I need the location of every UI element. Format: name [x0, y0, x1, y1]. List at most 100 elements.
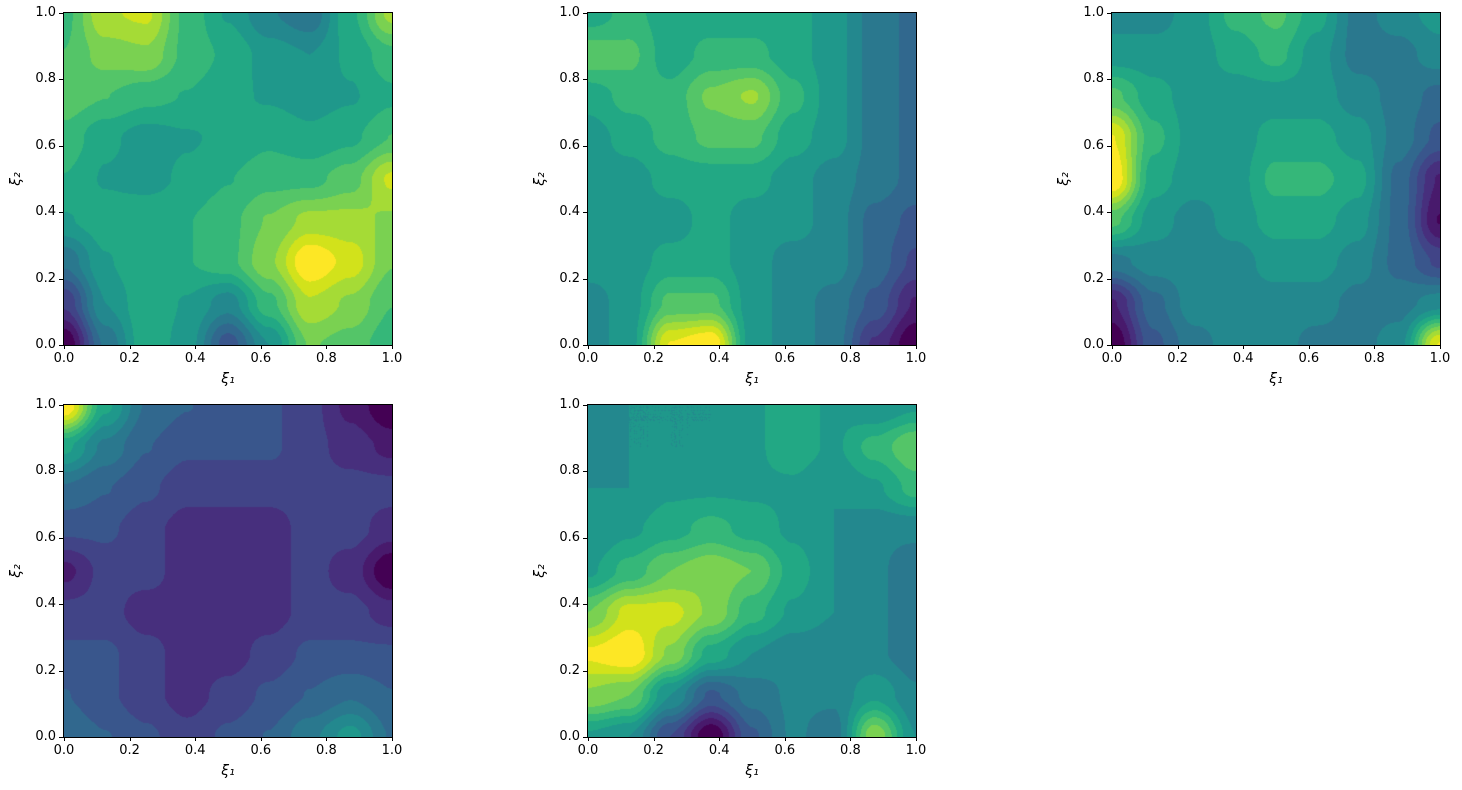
x-tick-label: 0.4 [184, 743, 206, 758]
x-tick-mark [719, 737, 721, 741]
y-axis-label: ξ₂ [1056, 172, 1072, 186]
y-tick-label: 0.8 [1083, 71, 1104, 87]
x-tick-mark [784, 737, 786, 741]
contour-plot-3 [1111, 12, 1441, 346]
x-tick-label: 0.2 [643, 351, 664, 366]
y-tick-label: 0.0 [559, 337, 580, 352]
y-tick-mark [59, 13, 63, 14]
x-tick-mark [1308, 345, 1310, 349]
y-tick-label: 0.0 [1083, 337, 1104, 352]
x-tick-label: 0.0 [1101, 351, 1123, 366]
y-tick-label: 0.6 [559, 529, 580, 545]
x-tick-mark [653, 737, 655, 741]
y-tick-mark [1107, 345, 1111, 346]
y-tick-mark [583, 405, 587, 406]
contour-plot-1 [63, 12, 393, 346]
y-tick-mark [59, 212, 63, 214]
x-tick-label: 0.6 [250, 351, 272, 366]
subplot-5: ξ₁ ξ₂ 0.0 0.2 0.4 0.6 0.8 1.0 0.0 0.2 0.4 0.6 0.8 1… [532, 398, 926, 779]
y-tick-label: 0.6 [35, 529, 56, 545]
x-tick-label: 0.6 [1298, 351, 1320, 366]
y-tick-mark [583, 345, 587, 346]
y-axis-label: ξ₂ [532, 172, 548, 186]
y-tick-mark [583, 537, 587, 539]
y-tick-label: 0.4 [559, 204, 580, 220]
y-tick-mark [59, 670, 63, 672]
x-tick-mark [916, 737, 917, 741]
y-tick-label: 1.0 [559, 5, 580, 20]
x-tick-label: 0.2 [119, 743, 140, 758]
y-tick-label: 0.2 [1083, 270, 1104, 286]
y-tick-label: 1.0 [1083, 5, 1104, 20]
x-tick-mark [1374, 345, 1376, 349]
x-tick-mark [129, 345, 131, 349]
y-tick-label: 0.0 [559, 729, 580, 744]
x-tick-mark [64, 345, 65, 349]
y-tick-label: 1.0 [559, 397, 580, 412]
y-tick-mark [583, 471, 587, 473]
y-tick-mark [583, 79, 587, 81]
x-tick-mark [64, 737, 65, 741]
x-tick-mark [326, 737, 328, 741]
x-tick-label: 0.0 [53, 743, 75, 758]
y-tick-label: 0.4 [35, 204, 56, 220]
y-tick-label: 1.0 [35, 397, 56, 412]
y-tick-mark [583, 13, 587, 14]
y-axis-label: ξ₂ [532, 564, 548, 578]
x-axis-label: ξ₁ [745, 763, 759, 779]
y-tick-label: 0.2 [559, 270, 580, 286]
x-tick-label: 0.8 [1364, 351, 1385, 366]
y-tick-label: 0.2 [559, 662, 580, 678]
contour-plot-5 [587, 404, 917, 738]
y-tick-label: 0.6 [35, 137, 56, 153]
x-tick-label: 0.6 [250, 743, 272, 758]
x-tick-label: 0.8 [316, 351, 337, 366]
x-tick-label: 0.0 [53, 351, 75, 366]
y-tick-mark [59, 278, 63, 280]
subplot-4: ξ₁ ξ₂ 0.0 0.2 0.4 0.6 0.8 1.0 0.0 0.2 0.4 0.6 0.8 1… [8, 398, 402, 779]
y-tick-mark [59, 537, 63, 539]
y-tick-label: 0.2 [35, 270, 56, 286]
x-tick-label: 0.4 [708, 351, 730, 366]
x-tick-mark [588, 345, 589, 349]
subplot-3: ξ₁ ξ₂ 0.0 0.2 0.4 0.6 0.8 1.0 0.0 0.2 0.4 0.6 0.8 1… [1056, 6, 1450, 387]
y-tick-mark [1107, 212, 1111, 214]
y-tick-label: 0.6 [1083, 137, 1104, 153]
x-axis-label: ξ₁ [1269, 371, 1283, 387]
contour-plot-2 [587, 12, 917, 346]
x-tick-label: 0.4 [184, 351, 206, 366]
y-axis-label: ξ₂ [8, 172, 24, 186]
x-tick-label: 0.2 [1167, 351, 1188, 366]
subplot-2: ξ₁ ξ₂ 0.0 0.2 0.4 0.6 0.8 1.0 0.0 0.2 0.4 0.6 0.8 1… [532, 6, 926, 387]
x-tick-mark [1440, 345, 1441, 349]
y-tick-mark [59, 79, 63, 81]
x-tick-label: 0.2 [643, 743, 664, 758]
y-tick-label: 0.4 [559, 596, 580, 612]
x-tick-mark [588, 737, 589, 741]
y-tick-mark [59, 405, 63, 406]
y-tick-mark [59, 737, 63, 738]
x-tick-label: 1.0 [905, 351, 927, 366]
x-tick-mark [260, 345, 262, 349]
x-tick-label: 0.4 [1232, 351, 1254, 366]
x-tick-mark [719, 345, 721, 349]
y-tick-label: 0.6 [559, 137, 580, 153]
x-axis-label: ξ₁ [745, 371, 759, 387]
x-axis-label: ξ₁ [221, 763, 235, 779]
y-tick-mark [583, 145, 587, 147]
x-tick-mark [392, 737, 393, 741]
x-tick-mark [1177, 345, 1179, 349]
y-tick-mark [583, 737, 587, 738]
x-tick-mark [260, 737, 262, 741]
x-tick-label: 1.0 [1429, 351, 1451, 366]
x-tick-mark [1243, 345, 1245, 349]
x-tick-mark [195, 737, 197, 741]
y-tick-label: 0.8 [559, 71, 580, 87]
y-tick-label: 0.4 [35, 596, 56, 612]
x-tick-label: 0.0 [577, 351, 599, 366]
y-tick-mark [59, 604, 63, 606]
x-tick-label: 0.2 [119, 351, 140, 366]
x-tick-mark [129, 737, 131, 741]
y-tick-mark [583, 212, 587, 214]
y-tick-label: 0.0 [35, 337, 56, 352]
